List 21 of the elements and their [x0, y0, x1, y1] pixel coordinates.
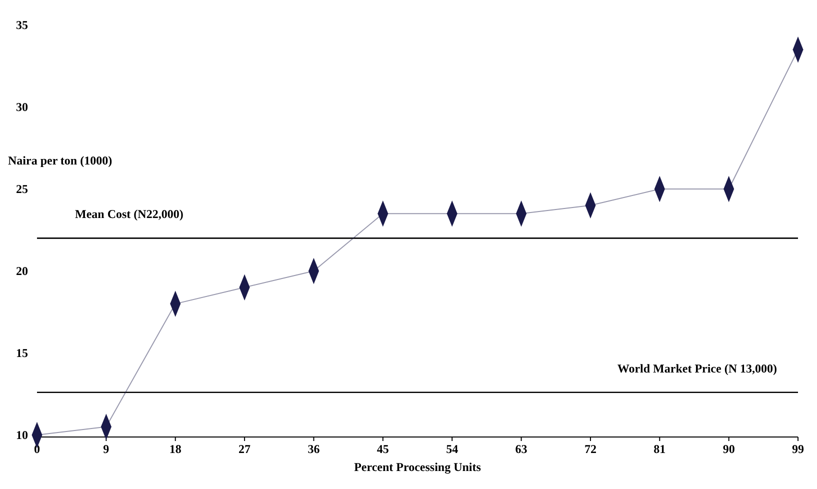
- x-tick-label: 45: [376, 442, 389, 456]
- x-tick-label: 63: [515, 442, 528, 456]
- x-tick-label: 81: [654, 442, 666, 456]
- x-tick-label: 54: [446, 442, 458, 456]
- y-axis-title: Naira per ton (1000): [8, 153, 112, 168]
- x-tick-label: 18: [169, 442, 182, 456]
- y-tick-label: 15: [16, 346, 28, 360]
- x-tick-label: 72: [584, 442, 596, 456]
- y-tick-label: 25: [16, 182, 28, 196]
- x-tick-label: 36: [308, 442, 320, 456]
- ref-line-label: World Market Price (N 13,000): [617, 361, 777, 376]
- y-tick-label: 30: [16, 100, 28, 114]
- x-tick-label: 9: [103, 442, 110, 456]
- y-tick-label: 20: [16, 264, 28, 278]
- x-tick-label: 99: [792, 442, 804, 456]
- ref-line-label: Mean Cost (N22,000): [75, 207, 184, 222]
- y-tick-label: 10: [16, 428, 28, 442]
- x-tick-label: 27: [238, 442, 251, 456]
- y-tick-label: 35: [16, 18, 28, 32]
- x-tick-label: 90: [722, 442, 735, 456]
- x-axis-title: Percent Processing Units: [354, 460, 482, 474]
